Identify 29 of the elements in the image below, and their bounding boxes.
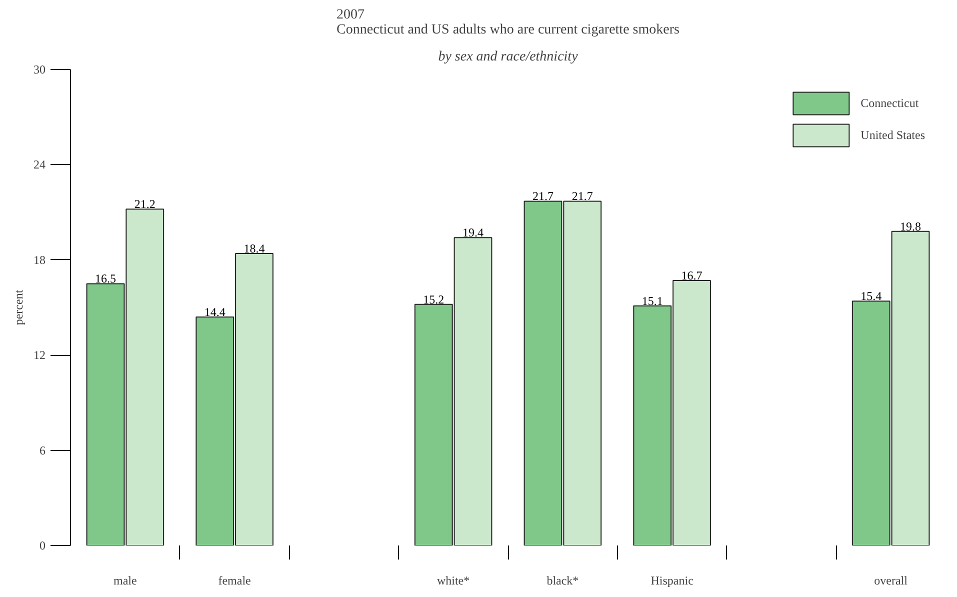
x-tick-label: male [114,574,137,588]
data-label: 21.2 [134,197,156,212]
x-tick-label: Hispanic [650,574,694,588]
data-label: 14.4 [204,305,226,320]
x-tick-label: overall [874,574,908,588]
data-label: 19.4 [462,226,484,240]
data-label: 15.4 [860,289,882,304]
y-tick-label: 6 [40,443,46,458]
x-tick-label: white* [436,574,470,588]
chart-title: 2007 Connecticut and US adults who are current cigarette smokers [336,8,680,38]
data-label: 18.4 [244,242,265,256]
y-tick-label: 24 [34,158,46,172]
data-label: 16.5 [95,272,116,286]
legend-label: Connecticut [860,96,919,110]
legend-label: United States [860,128,925,142]
y-tick-label: 18 [34,252,46,267]
data-label: 16.7 [681,268,702,283]
x-tick-label: black* [546,574,579,588]
data-label: 19.8 [900,219,921,234]
y-tick-label: 30 [34,62,46,76]
y-tick-label: 12 [34,348,46,362]
y-tick-label: 0 [40,538,46,552]
data-label: 21.7 [572,189,593,204]
data-label: 21.7 [532,189,554,204]
x-tick-label: female [218,574,251,588]
data-label: 15.1 [642,294,663,308]
y-axis-title: percent [12,289,26,326]
data-label: 15.2 [423,292,444,306]
chart-subtitle: by sex and race/ethnicity [438,50,579,64]
